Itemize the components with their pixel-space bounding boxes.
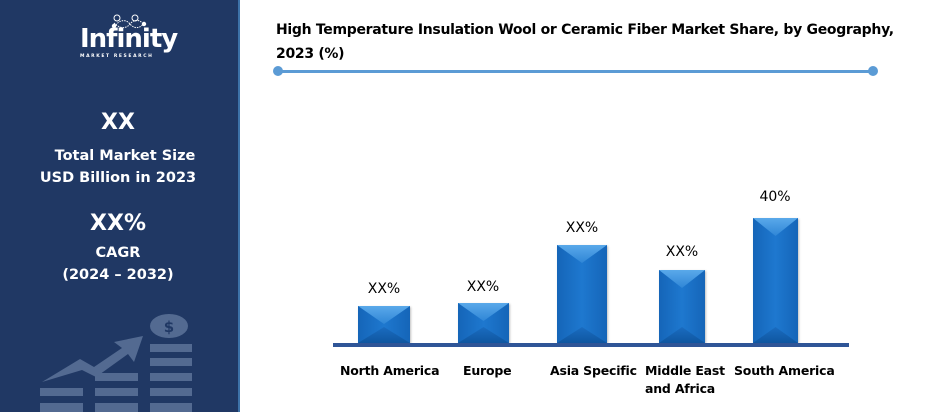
bar-chart: XX% XX% XX% XX% 40% — [333, 180, 849, 350]
sidebar: Infinity MARKET RESEARCH XX Total Market… — [0, 0, 240, 412]
bar-south-america — [753, 218, 798, 343]
divider-dot-right — [868, 66, 878, 76]
category-label-north-america: North America — [340, 363, 440, 378]
cagr-label-line1: CAGR — [95, 245, 141, 261]
bar-asia-specific — [557, 245, 607, 343]
category-label-line1: Middle East — [645, 363, 725, 378]
divider-dot-left — [273, 66, 283, 76]
bar-middle-east-africa — [659, 270, 705, 343]
data-label-middle-east-africa: XX% — [665, 244, 699, 260]
logo-tagline: MARKET RESEARCH — [80, 54, 154, 59]
data-label-europe: XX% — [466, 279, 500, 295]
category-label-middle-east-africa: Middle East and Africa — [645, 362, 725, 398]
x-axis-line — [333, 343, 849, 347]
logo-wordmark: Infinity — [80, 24, 178, 54]
category-label-asia-specific: Asia Specific — [550, 363, 637, 378]
category-label-south-america: South America — [734, 363, 835, 378]
market-size-label-line1: Total Market Size — [54, 148, 196, 164]
category-label-europe: Europe — [463, 363, 512, 378]
cagr-stat: XX% CAGR (2024 – 2032) — [0, 211, 236, 286]
market-size-value: XX — [101, 110, 135, 135]
cagr-value: XX% — [90, 211, 146, 236]
growth-chart-icon: $ — [40, 314, 192, 412]
chart-title: High Temperature Insulation Wool or Cera… — [276, 22, 894, 62]
data-label-asia-specific: XX% — [565, 220, 599, 236]
data-label-north-america: XX% — [367, 281, 401, 297]
bar-north-america — [358, 306, 410, 343]
market-size-stat: XX Total Market Size USD Billion in 2023 — [0, 110, 236, 189]
data-label-south-america: 40% — [759, 189, 791, 205]
cagr-label-line2: (2024 – 2032) — [62, 267, 174, 283]
infinity-logo: Infinity MARKET RESEARCH — [78, 14, 178, 64]
bar-europe — [458, 303, 509, 343]
market-size-label-line2: USD Billion in 2023 — [39, 170, 197, 186]
infinity-mark-icon — [111, 14, 147, 29]
category-label-line2: and Africa — [645, 381, 716, 396]
svg-text:$: $ — [164, 318, 174, 336]
title-divider — [278, 70, 874, 73]
